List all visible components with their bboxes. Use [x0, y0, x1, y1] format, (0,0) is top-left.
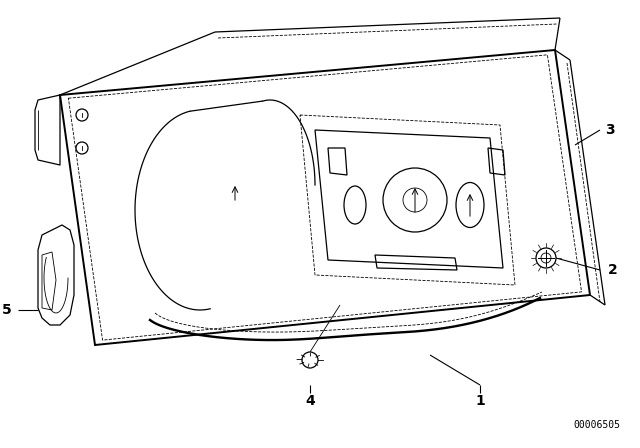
Text: 4: 4 [305, 394, 315, 408]
Text: 2: 2 [608, 263, 618, 277]
Text: 5: 5 [3, 303, 12, 317]
Text: 3: 3 [605, 123, 614, 137]
Text: 1: 1 [475, 394, 485, 408]
Text: 00006505: 00006505 [573, 420, 620, 430]
